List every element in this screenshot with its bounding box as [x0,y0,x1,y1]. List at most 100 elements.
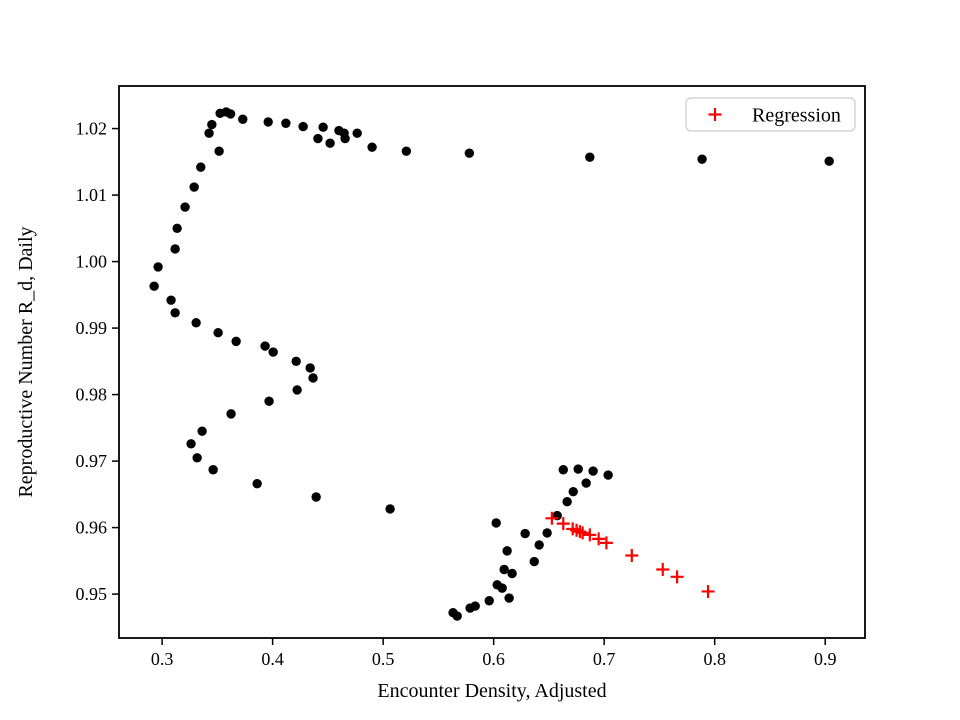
y-tick-label: 0.99 [76,318,108,338]
legend-box [685,97,856,132]
y-tick-label: 1.00 [76,252,108,272]
observations-point [305,363,315,373]
observations-point [520,528,530,539]
observations-point [352,128,362,138]
x-tick-label: 0.4 [261,649,284,669]
regression-point [545,511,559,525]
observations-point [568,486,578,497]
observations-point [170,308,180,318]
observations-point [470,601,480,611]
observations-point [191,318,201,328]
observations-point [697,154,707,164]
observations-point [497,583,507,593]
x-tick-label: 0.6 [482,649,505,669]
observations-point [581,478,591,488]
observations-point [558,465,568,475]
observations-point [252,479,262,489]
observations-point [534,540,544,550]
observations-point [291,356,301,367]
y-axis-label: Reproductive Number R_d, Daily [15,226,37,497]
legend-marker-plus-icon [708,108,722,121]
observations-point [507,568,517,579]
x-tick-label: 0.5 [372,649,395,669]
observations-point [292,385,302,395]
observations-point [504,593,514,603]
observations-point [499,564,509,575]
observations-point [207,119,217,130]
observations-point [484,596,494,606]
observations-point [385,504,395,514]
x-tick-label: 0.3 [151,649,174,669]
x-tick-label: 0.8 [703,649,726,669]
observations-point [588,466,598,476]
regression-point [573,525,587,539]
y-tick-label: 0.98 [76,385,108,405]
observations-point [225,109,236,119]
plot-layer: 0.3 0.4 0.5 0.6 0.7 0.8 0.9 0.95 0.96 0.97 0.98 0.9… [76,85,866,669]
observations-point [226,409,236,419]
regression-point [583,528,597,542]
observations-point [318,122,328,132]
observations-point [189,182,199,192]
regression-point [599,536,613,550]
regression-point [625,549,639,563]
observations-point [308,373,318,383]
observations-point [197,426,207,436]
legend: Regression [685,97,856,132]
observations-point [260,341,270,351]
observations-point [204,128,214,138]
observations-point [238,114,248,124]
observations-point [491,518,501,528]
observations-point [281,118,291,128]
observations-point [166,295,176,305]
observations-point [231,336,241,347]
regression-point [556,517,570,531]
observations-point [149,281,159,291]
observations-point [824,156,834,166]
regression-point [670,570,684,584]
regression-point [592,532,606,546]
observations-point [325,138,335,148]
y-tick-label: 1.01 [76,185,108,205]
y-tick-label: 0.95 [76,584,108,604]
observations-point [298,121,308,132]
observations-point [264,396,274,406]
observations-point [208,465,218,475]
observations-point [172,223,182,234]
legend-label: Regression [752,105,841,127]
observations-point [268,347,278,357]
regression-point [656,562,670,576]
observations-point [452,611,462,621]
x-tick-label: 0.9 [814,649,837,669]
regression-point [576,526,590,540]
observations-point [529,556,539,567]
y-tick-label: 0.96 [76,518,108,538]
observations-point [311,492,321,502]
observations-point [573,464,583,474]
observations-point [153,262,163,272]
x-tick-label: 0.7 [593,649,616,669]
observations-point [585,152,595,162]
observations-point [502,546,512,556]
observations-point [186,439,196,449]
observations-point [213,328,223,338]
observations-point [464,148,475,158]
observations-point [401,146,412,156]
observations-point [196,162,206,172]
regression-point [701,584,715,598]
observations-point [180,202,190,212]
y-tick-label: 0.97 [76,451,108,471]
observations-point [214,146,224,156]
observations-point [263,117,273,127]
observations-point [192,453,202,463]
observations-point [313,133,323,144]
observations-point [562,496,572,507]
observations-point [170,244,180,254]
plot-area-border [118,85,866,639]
observations-point [340,133,350,144]
y-tick-label: 1.02 [76,119,108,139]
observations-point [603,470,613,480]
observations-point [542,528,552,538]
